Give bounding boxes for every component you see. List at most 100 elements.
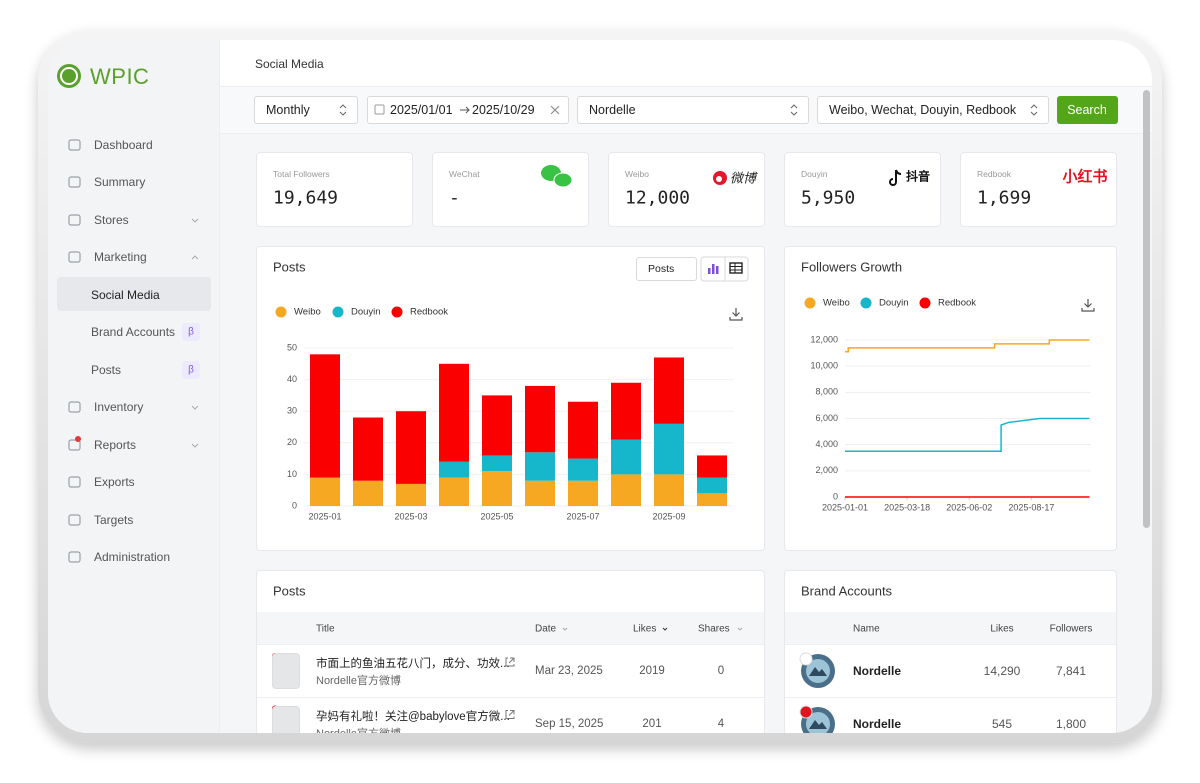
kpi-value: 12,000 bbox=[625, 187, 691, 209]
y-tick-label: 4,000 bbox=[815, 439, 838, 449]
legend-label: Douyin bbox=[879, 298, 909, 309]
x-tick-label: 2025-09 bbox=[652, 511, 685, 521]
post-account: Nordelle官方微博 bbox=[316, 725, 401, 734]
selector-label: Posts bbox=[648, 263, 675, 275]
y-tick-label: 0 bbox=[833, 491, 838, 501]
period: Monthly bbox=[266, 103, 310, 117]
post-thumbnail bbox=[272, 653, 300, 689]
kpi-label: Douyin bbox=[801, 169, 828, 179]
menu-item[interactable]: Inventory bbox=[94, 400, 144, 414]
menu-item[interactable]: Administration bbox=[94, 550, 171, 564]
legend-swatch bbox=[332, 306, 344, 318]
posts-chart: Weibo Douyin Redbook 0 10 20 30 40 50 2025-01 2025… bbox=[275, 256, 749, 521]
menu-item[interactable]: Marketing bbox=[94, 250, 147, 264]
bar-segment bbox=[482, 395, 512, 456]
bar-view-icon bbox=[708, 268, 711, 274]
search-button[interactable] bbox=[1057, 96, 1118, 124]
brand-table-card bbox=[784, 570, 1117, 733]
bar-segment bbox=[310, 477, 340, 506]
y-tick-label: 2,000 bbox=[815, 465, 838, 475]
legend-swatch bbox=[804, 297, 816, 309]
chart-title: Followers Growth bbox=[801, 259, 903, 275]
legend-swatch bbox=[919, 297, 931, 309]
bar-segment bbox=[697, 477, 727, 494]
post-title: 市面上的鱼油五花八门，成分、功效... bbox=[316, 658, 510, 670]
bar-view-icon bbox=[716, 266, 719, 274]
kpi-card bbox=[960, 152, 1117, 227]
platform-select[interactable] bbox=[817, 96, 1049, 124]
bar-segment bbox=[482, 471, 512, 506]
brand-select[interactable] bbox=[577, 96, 809, 124]
bar-segment bbox=[525, 480, 555, 506]
x-tick-label: 2025-03-18 bbox=[884, 502, 930, 512]
bar-segment bbox=[439, 363, 469, 462]
menu-item[interactable]: Posts bbox=[91, 363, 122, 377]
row-divider bbox=[785, 697, 1116, 698]
posts-table-card bbox=[256, 570, 765, 733]
bar-segment bbox=[697, 455, 727, 478]
brand-name: Nordelle bbox=[853, 664, 902, 678]
douyin-logo-text: 抖音 bbox=[906, 169, 931, 184]
kpi-card bbox=[784, 152, 941, 227]
bar-segment bbox=[353, 417, 383, 481]
kpi-value: 1,699 bbox=[977, 187, 1032, 209]
bar-segment bbox=[697, 493, 727, 506]
post-title: 孕妈有礼啦！关注@babylove官方微... bbox=[316, 710, 510, 723]
menu-item[interactable]: Social Media bbox=[91, 288, 160, 302]
weibo-logo-text: 微博 bbox=[730, 170, 757, 186]
chart-selector[interactable] bbox=[636, 257, 697, 281]
platforms: Weibo, Wechat, Douyin, Redbook bbox=[829, 103, 1017, 117]
logo: WPIC bbox=[90, 64, 150, 89]
post-likes: 2019 bbox=[639, 665, 665, 677]
brand-name: Nordelle bbox=[853, 717, 902, 731]
menu-item[interactable]: Dashboard bbox=[94, 138, 153, 152]
brand-likes: 545 bbox=[991, 717, 1013, 731]
post-shares: 0 bbox=[717, 665, 725, 677]
bar-segment bbox=[525, 452, 555, 481]
search-label: Search bbox=[1067, 103, 1107, 117]
y-tick-label: 30 bbox=[287, 406, 297, 416]
legend-label: Redbook bbox=[938, 298, 976, 309]
redbook-logo-text: 小红书 bbox=[1062, 168, 1108, 186]
bar-segment bbox=[654, 474, 684, 506]
menu-item[interactable]: Summary bbox=[94, 175, 146, 189]
bar-segment bbox=[482, 455, 512, 472]
bar-segment bbox=[396, 411, 426, 484]
beta-badge: β bbox=[188, 364, 194, 376]
y-tick-label: 0 bbox=[292, 500, 297, 510]
menu-item[interactable]: Brand Accounts bbox=[91, 325, 176, 339]
bar-segment bbox=[353, 480, 383, 506]
kpi-value: - bbox=[449, 187, 460, 209]
screen: WPIC Dashboard Summary Stores Marketing Socia… bbox=[48, 40, 1152, 733]
x-tick-label: 2025-08-17 bbox=[1008, 502, 1054, 512]
table-title: Brand Accounts bbox=[801, 583, 893, 599]
menu-item[interactable]: Exports bbox=[94, 475, 135, 489]
brand: Nordelle bbox=[589, 103, 636, 117]
kpi-label: WeChat bbox=[449, 169, 480, 179]
column-header: Shares bbox=[698, 623, 730, 635]
y-tick-label: 10,000 bbox=[810, 361, 838, 371]
legend-swatch bbox=[391, 306, 403, 318]
kpi-value: 5,950 bbox=[801, 187, 856, 209]
post-date: Mar 23, 2025 bbox=[535, 665, 603, 677]
menu-item[interactable]: Targets bbox=[94, 513, 134, 527]
menu-item[interactable]: Reports bbox=[94, 438, 137, 452]
download-icon bbox=[729, 308, 743, 321]
y-tick-label: 50 bbox=[287, 342, 297, 352]
bar-segment bbox=[310, 354, 340, 478]
kpi-label: Weibo bbox=[625, 169, 649, 179]
column-header: Likes bbox=[633, 623, 657, 635]
post-likes: 201 bbox=[642, 717, 662, 730]
followers-chart-card bbox=[784, 246, 1117, 551]
y-tick-label: 8,000 bbox=[815, 387, 838, 397]
column-header: Name bbox=[853, 623, 880, 635]
x-tick-label: 2025-03 bbox=[394, 511, 427, 521]
bar-segment bbox=[611, 474, 641, 506]
row-divider bbox=[257, 697, 764, 698]
menu-item[interactable]: Stores bbox=[94, 213, 129, 227]
date-start: 2025/01/01 bbox=[390, 103, 453, 117]
active-item-bg bbox=[57, 277, 211, 311]
kpi-label: Total Followers bbox=[273, 169, 330, 179]
bar-segment bbox=[396, 483, 426, 506]
